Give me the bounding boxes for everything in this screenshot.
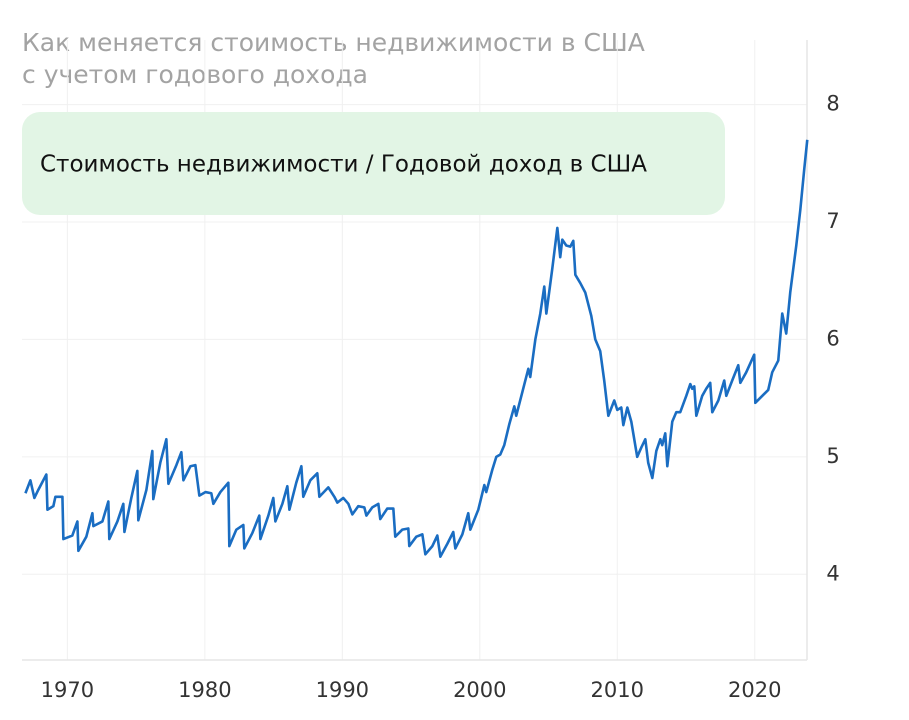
y-tick-label: 5 [826,444,839,468]
x-tick-label: 2000 [453,678,506,702]
y-tick-label: 6 [826,326,839,350]
y-tick-label: 7 [826,209,839,233]
chart-title: Как меняется стоимость недвижимости в СШ… [22,28,645,57]
chart-subtitle: с учетом годового дохода [22,60,368,89]
x-tick-label: 2010 [591,678,644,702]
data-line [24,139,809,558]
y-tick-label: 4 [826,561,839,585]
legend-label: Стоимость недвижимости / Годовой доход в… [40,152,647,178]
x-tick-label: 1970 [41,678,94,702]
x-tick-label: 1980 [178,678,231,702]
legend-box [22,112,725,215]
x-tick-label: 1990 [316,678,369,702]
x-tick-label: 2020 [728,678,781,702]
y-tick-label: 8 [826,92,839,116]
